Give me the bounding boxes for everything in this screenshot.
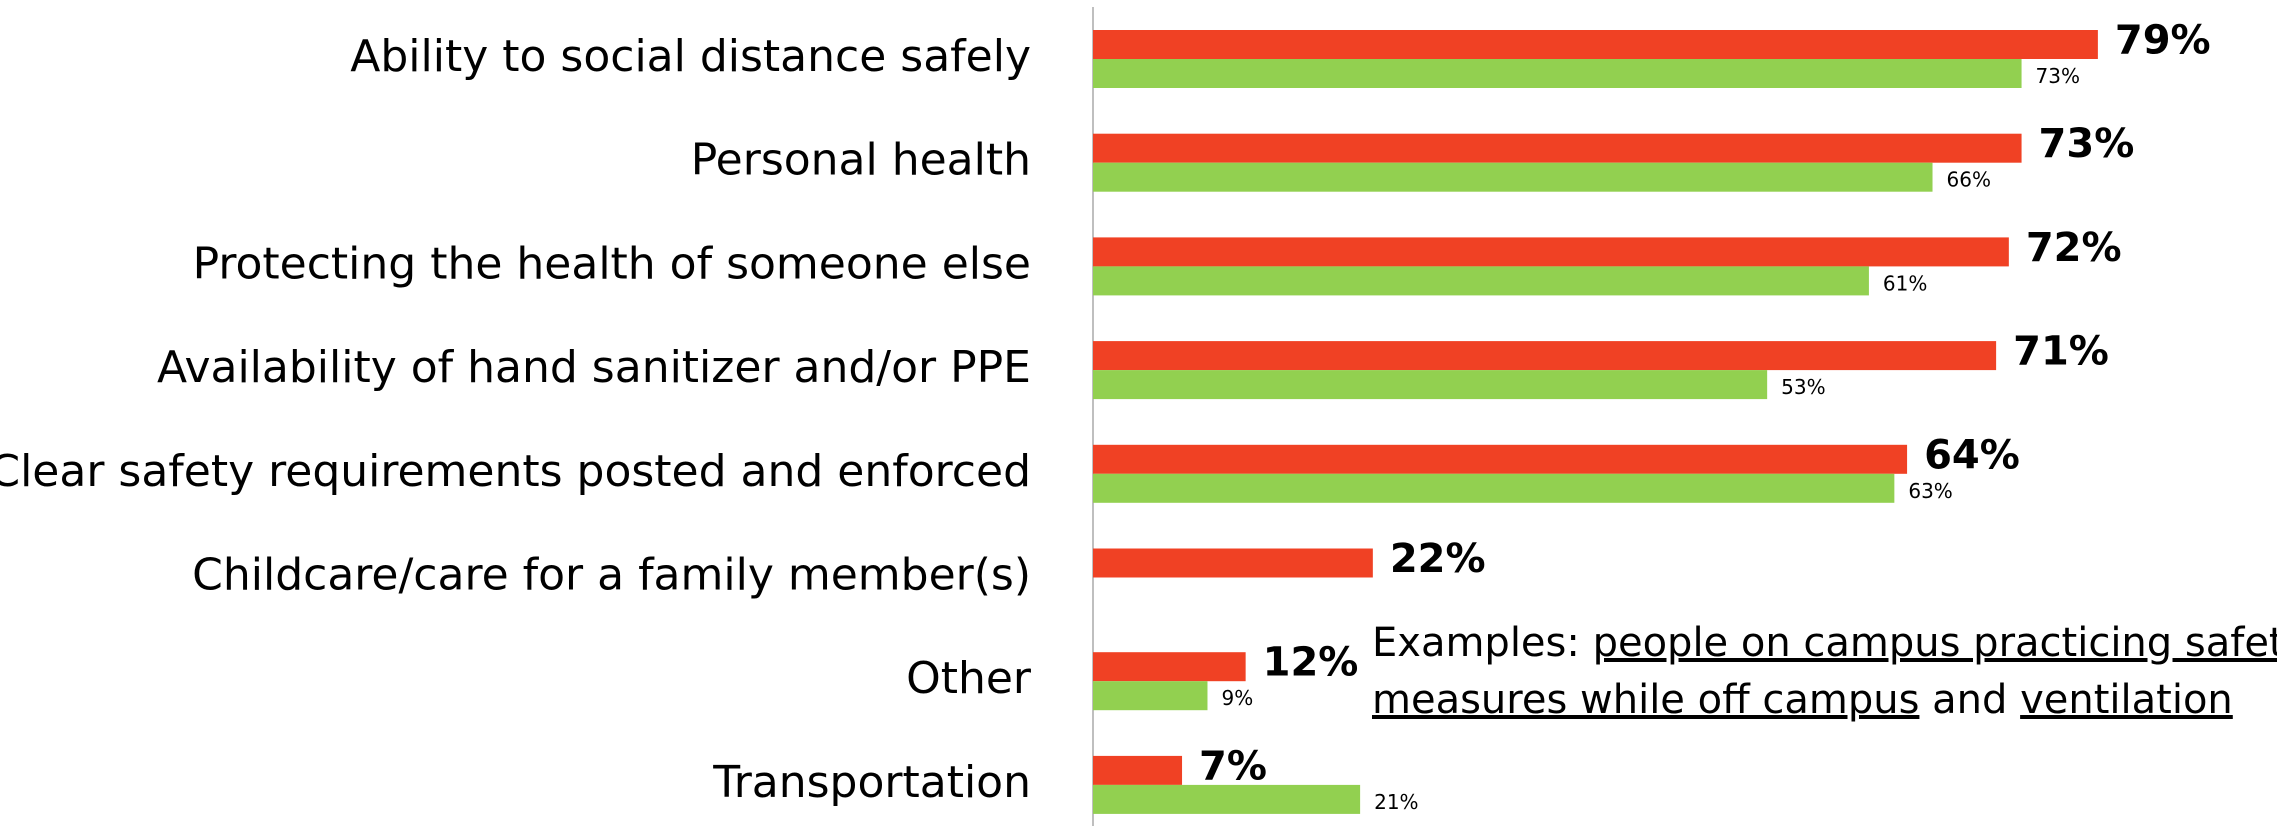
category-label: Transportation xyxy=(712,757,1031,808)
value-label: 72% xyxy=(2026,225,2122,271)
bar xyxy=(1093,370,1768,400)
category-label: Protecting the health of someone else xyxy=(193,238,1031,289)
bar xyxy=(1093,133,2022,163)
bar xyxy=(1093,473,1895,503)
category-label: Ability to social distance safely xyxy=(350,31,1031,82)
value-label: 71% xyxy=(2013,329,2109,375)
annotation: measures while off campus and ventilatio… xyxy=(1372,677,2233,723)
bar xyxy=(1093,266,1869,296)
value-label: 79% xyxy=(2115,18,2211,64)
bar xyxy=(1093,681,1208,711)
category-label: Clear safety requirements posted and enf… xyxy=(0,446,1031,497)
value-label: 53% xyxy=(1781,375,1825,399)
category-label: Personal health xyxy=(691,135,1031,186)
bar xyxy=(1093,755,1183,785)
value-label: 21% xyxy=(1374,790,1418,814)
bar xyxy=(1093,652,1246,682)
value-label: 7% xyxy=(1199,743,1267,789)
category-label: Other xyxy=(906,653,1032,704)
annotation-part: people on campus practicing safety xyxy=(1593,620,2277,666)
bar xyxy=(1093,784,1361,814)
bar xyxy=(1093,237,2009,267)
bar xyxy=(1093,444,1908,474)
bar xyxy=(1093,162,1933,192)
value-label: 63% xyxy=(1908,479,1952,503)
category-label: Availability of hand sanitizer and/or PP… xyxy=(157,342,1031,393)
category-label: Childcare/care for a family member(s) xyxy=(192,550,1031,601)
value-label: 73% xyxy=(2039,121,2135,167)
bar xyxy=(1093,341,1997,371)
annotation-part: ventilation xyxy=(2020,677,2233,723)
value-label: 22% xyxy=(1390,536,1486,582)
annotation-part: Examples: xyxy=(1372,620,1593,666)
value-label: 64% xyxy=(1924,432,2020,478)
value-label: 9% xyxy=(1221,686,1253,710)
bar xyxy=(1093,59,2022,88)
bar xyxy=(1093,30,2098,59)
annotation-part: measures while off campus xyxy=(1372,677,1919,723)
annotation-part: and xyxy=(1919,677,2020,723)
value-label: 12% xyxy=(1263,640,1359,686)
value-label: 66% xyxy=(1947,168,1991,192)
bar xyxy=(1093,548,1373,578)
annotation: Examples: people on campus practicing sa… xyxy=(1372,620,2277,666)
value-label: 73% xyxy=(2036,64,2080,88)
value-label: 61% xyxy=(1883,271,1927,295)
